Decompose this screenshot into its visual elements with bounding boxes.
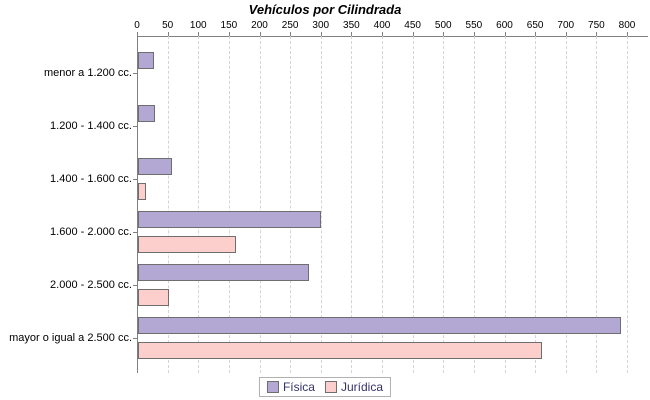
category-label: 1.200 - 1.400 cc. [50,120,132,132]
x-tick-label: 350 [343,20,360,31]
x-gridline [198,36,200,373]
legend: Física Jurídica [258,377,392,397]
x-tick-mark [382,32,383,36]
category-label: 1.600 - 2.000 cc. [50,226,132,238]
category-label: 2.000 - 2.500 cc. [50,279,132,291]
x-gridline [351,36,353,373]
x-tick-label: 700 [557,20,575,31]
x-gridline [412,36,414,373]
legend-swatch-fisica [266,381,279,393]
y-axis-line [137,36,138,373]
x-gridline [443,36,445,373]
x-tick-mark [627,32,628,36]
y-tick-mark [133,126,137,127]
bar-series1-cat4 [138,289,169,306]
x-gridline [290,36,292,373]
bar-series0-cat0 [138,52,154,69]
x-tick-label: 50 [162,20,174,31]
chart-title: Vehículos por Cilindrada [248,2,402,17]
x-tick-mark [535,32,537,36]
x-gridline [167,36,169,373]
x-tick-label: 300 [312,20,330,31]
x-axis-line [137,36,648,37]
x-tick-label: 800 [618,20,636,31]
x-tick-label: 450 [404,20,421,31]
category-label: mayor o igual a 2.500 cc. [9,332,132,344]
x-tick-label: 250 [281,20,299,31]
x-tick-label: 650 [526,20,544,31]
x-tick-mark [259,32,261,36]
x-tick-mark [412,32,414,36]
x-tick-mark [320,32,322,36]
x-gridline [596,36,598,373]
x-tick-mark [137,32,138,36]
x-tick-label: 750 [588,20,605,31]
x-tick-label: 150 [220,20,238,31]
y-tick-mark [133,73,137,74]
x-tick-label: 100 [189,20,207,31]
legend-swatch-juridica [324,381,337,393]
x-tick-mark [443,32,445,36]
x-gridline [473,36,475,373]
x-gridline [320,36,322,373]
x-tick-mark [290,32,292,36]
y-tick-mark [133,232,137,233]
x-tick-label: 0 [134,20,140,31]
x-tick-mark [504,32,506,36]
x-tick-label: 600 [496,20,513,31]
bar-series0-cat4 [138,264,309,281]
bar-series0-cat3 [138,211,321,228]
x-gridline [382,36,383,373]
legend-entry-juridica: Jurídica [324,380,384,394]
x-tick-label: 200 [251,20,268,31]
x-tick-label: 550 [465,20,483,31]
y-tick-mark [133,285,137,286]
x-gridline [228,36,230,373]
x-gridline [504,36,506,373]
legend-label-juridica: Jurídica [340,380,384,394]
x-tick-mark [565,32,567,36]
bar-series0-cat5 [138,317,621,334]
category-label: 1.400 - 1.600 cc. [50,173,132,185]
x-tick-label: 400 [373,20,391,31]
bar-series0-cat2 [138,158,172,175]
x-tick-mark [596,32,598,36]
x-gridline [259,36,261,373]
x-tick-mark [167,32,169,36]
legend-label-fisica: Física [282,380,315,394]
bar-series1-cat5 [138,342,542,359]
y-tick-mark [133,179,137,180]
bar-series1-cat3 [138,236,236,253]
x-gridline [565,36,567,373]
x-gridline [535,36,537,373]
x-tick-mark [473,32,475,36]
x-tick-mark [351,32,353,36]
legend-entry-fisica: Física [266,380,315,394]
category-label: menor a 1.200 cc. [43,67,132,79]
bar-series1-cat2 [138,183,146,200]
x-tick-mark [198,32,200,36]
bar-series0-cat1 [138,105,155,122]
y-tick-mark [133,338,137,339]
x-tick-label: 500 [434,20,452,31]
x-gridline [627,36,628,373]
x-tick-mark [228,32,230,36]
